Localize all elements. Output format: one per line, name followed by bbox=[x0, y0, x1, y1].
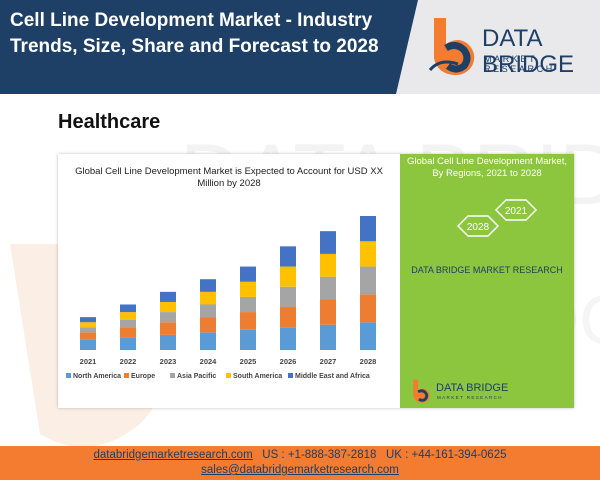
bar-segment-2025-south-america bbox=[240, 281, 256, 297]
bar-segment-2024-asia-pacific bbox=[200, 304, 216, 318]
legend-label: Middle East and Africa bbox=[295, 373, 370, 380]
hexagon-2028-icon bbox=[456, 215, 500, 237]
bar-segment-2028-south-america bbox=[360, 241, 376, 267]
legend-swatch bbox=[124, 373, 129, 378]
bar-segment-2024-north-america bbox=[200, 332, 216, 350]
hexagon-2021-icon bbox=[494, 199, 538, 221]
bar-segment-2022-middle-east-and-africa bbox=[120, 304, 136, 313]
x-tick-label: 2026 bbox=[280, 357, 297, 366]
chart-panel: 2021 2022 2023 2024 2025 2026 2027 2028 North Am… bbox=[58, 154, 574, 408]
bar-segment-2023-europe bbox=[160, 322, 176, 335]
x-tick-label: 2024 bbox=[200, 357, 218, 366]
bar-segment-2021-south-america bbox=[80, 322, 96, 328]
bar-segment-2023-south-america bbox=[160, 301, 176, 313]
regions-panel-brand: DATA BRIDGE MARKET RESEARCH bbox=[411, 265, 563, 275]
bar-segment-2027-south-america bbox=[320, 253, 336, 277]
bar-segment-2023-asia-pacific bbox=[160, 312, 176, 323]
uk-phone: UK : +44-161-394-0625 bbox=[385, 449, 507, 461]
bar-segment-2027-asia-pacific bbox=[320, 276, 336, 300]
bar-segment-2026-middle-east-and-africa bbox=[280, 246, 296, 267]
bar-segment-2025-europe bbox=[240, 312, 256, 330]
legend-swatch bbox=[288, 373, 293, 378]
bar-segment-2026-europe bbox=[280, 307, 296, 328]
bar-segment-2026-south-america bbox=[280, 266, 296, 287]
footer-contact-bar: databridgemarketresearch.com US : +1-888… bbox=[0, 446, 600, 480]
legend-label: Asia Pacific bbox=[177, 373, 216, 380]
bar-segment-2023-middle-east-and-africa bbox=[160, 291, 176, 302]
us-phone: US : +1-888-387-2818 bbox=[262, 449, 377, 461]
bar-segment-2022-south-america bbox=[120, 312, 136, 320]
x-tick-label: 2028 bbox=[360, 357, 377, 366]
section-label: Healthcare bbox=[58, 111, 161, 133]
brand-subtitle: MARKET RESEARCH bbox=[484, 54, 555, 74]
hexagon-badges: 2028 2021 bbox=[456, 199, 538, 237]
bar-segment-2021-middle-east-and-africa bbox=[80, 317, 96, 323]
x-tick-label: 2023 bbox=[160, 357, 177, 366]
bar-segment-2021-north-america bbox=[80, 339, 96, 350]
bar-segment-2028-north-america bbox=[360, 322, 376, 350]
small-brand-name: DATA BRIDGE bbox=[436, 382, 509, 394]
bar-segment-2025-asia-pacific bbox=[240, 296, 256, 313]
small-brand-subtitle: MARKET RESEARCH bbox=[437, 395, 503, 400]
x-tick-label: 2027 bbox=[320, 357, 337, 366]
x-tick-label: 2022 bbox=[120, 357, 137, 366]
bar-segment-2028-europe bbox=[360, 294, 376, 323]
legend-label: Europe bbox=[131, 373, 155, 380]
email-link[interactable]: sales@databridgemarketresearch.com bbox=[201, 464, 399, 476]
bar-segment-2025-middle-east-and-africa bbox=[240, 266, 256, 282]
bar-segment-2024-europe bbox=[200, 317, 216, 333]
data-bridge-logo-icon bbox=[428, 18, 475, 75]
bar-segment-2026-asia-pacific bbox=[280, 286, 296, 308]
legend-swatch bbox=[66, 373, 71, 378]
brand-name: DATA BRIDGE bbox=[482, 25, 575, 78]
small-logo-icon bbox=[413, 379, 430, 403]
bar-segment-2021-asia-pacific bbox=[80, 327, 96, 333]
legend-swatch bbox=[170, 373, 175, 378]
x-tick-label: 2025 bbox=[240, 357, 257, 366]
bar-segment-2021-europe bbox=[80, 332, 96, 340]
hexagon-2028-label: 2028 bbox=[467, 222, 490, 233]
logo-panel bbox=[396, 0, 600, 94]
bar-segment-2023-north-america bbox=[160, 334, 176, 350]
bar-segment-2028-middle-east-and-africa bbox=[360, 216, 376, 242]
legend-label: North America bbox=[73, 373, 121, 380]
bar-segment-2026-north-america bbox=[280, 327, 296, 350]
chart-title: Global Cell Line Development Market is E… bbox=[75, 166, 383, 189]
bar-segment-2022-asia-pacific bbox=[120, 319, 136, 328]
bar-segment-2027-north-america bbox=[320, 324, 336, 350]
bar-segment-2027-europe bbox=[320, 299, 336, 325]
stacked-bar-chart: 2021 2022 2023 2024 2025 2026 2027 2028 North Am… bbox=[66, 216, 377, 380]
legend-swatch bbox=[226, 373, 231, 378]
bar-segment-2024-middle-east-and-africa bbox=[200, 279, 216, 292]
website-link[interactable]: databridgemarketresearch.com bbox=[93, 449, 253, 461]
legend-label: South America bbox=[233, 373, 282, 380]
x-tick-label: 2021 bbox=[80, 357, 97, 366]
bar-segment-2025-north-america bbox=[240, 329, 256, 350]
bar-segment-2024-south-america bbox=[200, 291, 216, 305]
bar-segment-2022-north-america bbox=[120, 337, 136, 350]
hexagon-2021-label: 2021 bbox=[505, 206, 528, 217]
regions-panel-title: Global Cell Line Development Market, By … bbox=[407, 156, 567, 179]
regions-panel: Global Cell Line Development Market, By … bbox=[400, 154, 574, 408]
bar-segment-2028-asia-pacific bbox=[360, 266, 376, 295]
bar-segment-2027-middle-east-and-africa bbox=[320, 231, 336, 254]
bar-segment-2022-europe bbox=[120, 327, 136, 338]
page-title: Cell Line Development Market - Industry … bbox=[10, 10, 379, 57]
